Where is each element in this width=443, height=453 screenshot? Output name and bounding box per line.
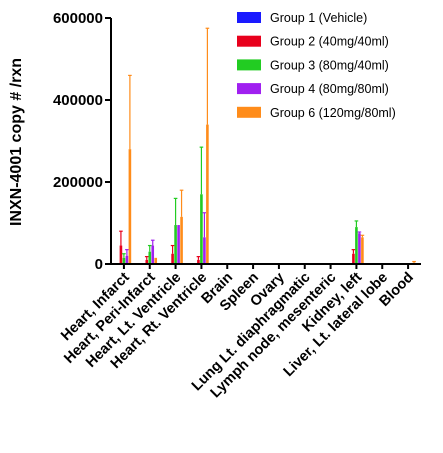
- bar: [171, 253, 174, 264]
- legend-swatch: [237, 59, 261, 71]
- legend-swatch: [237, 83, 261, 95]
- bar: [148, 251, 152, 264]
- bars: [119, 27, 416, 264]
- bar: [197, 259, 200, 264]
- bar: [119, 245, 123, 264]
- bar: [177, 225, 180, 264]
- y-tick-label: 200000: [53, 174, 103, 191]
- bar: [154, 257, 158, 264]
- y-axis-title: INXN-4001 copy # /rxn: [8, 58, 25, 226]
- bar: [352, 253, 355, 264]
- bar: [200, 194, 203, 264]
- legend-label: Group 3 (80mg/40ml): [270, 58, 389, 72]
- bar: [358, 233, 361, 264]
- legend: Group 1 (Vehicle) Group 2 (40mg/40ml) Grou…: [237, 11, 396, 120]
- legend-label: Group 1 (Vehicle): [270, 11, 367, 25]
- bar: [128, 149, 132, 264]
- bar: [361, 237, 364, 264]
- legend-swatch: [237, 35, 261, 47]
- y-tick-label: 0: [95, 256, 103, 273]
- bar: [180, 216, 183, 264]
- bar: [125, 255, 129, 264]
- bar: [145, 259, 149, 264]
- bar: [174, 225, 177, 264]
- legend-swatch: [237, 106, 261, 118]
- y-tick-label: 400000: [53, 92, 103, 109]
- bar: [122, 257, 126, 264]
- y-tick-label: 600000: [53, 10, 103, 27]
- bar: [151, 245, 155, 264]
- bar: [203, 237, 206, 264]
- legend-label: Group 6 (120mg/80ml): [270, 106, 396, 120]
- legend-swatch: [237, 12, 261, 23]
- bar: [355, 227, 358, 264]
- legend-label: Group 2 (40mg/40ml): [270, 35, 389, 49]
- y-axis: 0 200000 400000 600000: [53, 10, 112, 273]
- bar: [206, 124, 209, 264]
- legend-label: Group 4 (80mg/80ml): [270, 82, 389, 96]
